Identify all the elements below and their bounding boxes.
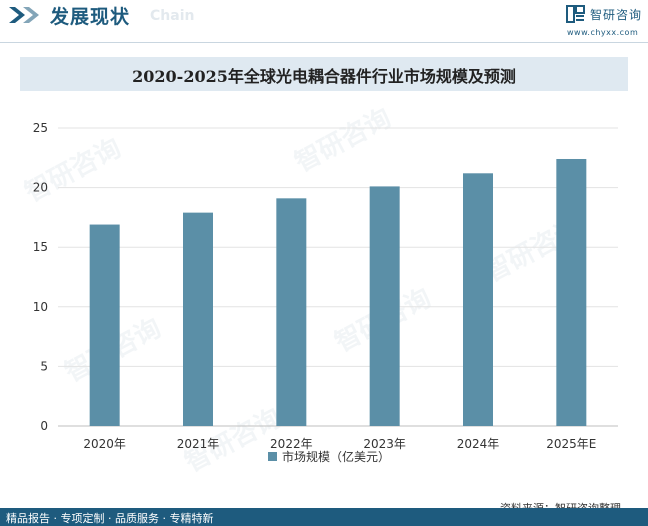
x-tick-label: 2021年 <box>177 437 220 451</box>
bar <box>276 198 307 426</box>
bar-chart: 0 5 10 15 20 25 2020年 2021年 2022年 2023年 2024年 2025年… <box>33 121 618 464</box>
y-tick-label: 15 <box>33 240 48 254</box>
footer-bar: 精品报告 · 专项定制 · 品质服务 · 专精特新 <box>0 508 648 526</box>
section-title: 发展现状 <box>50 6 131 28</box>
legend-label: 市场规模（亿美元） <box>282 449 390 464</box>
x-tick-label: 2025年E <box>546 437 596 451</box>
bar <box>463 173 493 426</box>
brand-logo-icon <box>566 5 585 23</box>
y-tick-label: 25 <box>33 121 48 135</box>
chart-title-band: 2020-2025年全球光电耦合器件行业市场规模及预测 <box>20 57 628 91</box>
header-divider <box>0 42 648 43</box>
section-subtitle: Chain <box>150 8 195 24</box>
chart-title: 2020-2025年全球光电耦合器件行业市场规模及预测 <box>132 67 516 86</box>
bar <box>89 224 120 426</box>
x-tick-label: 2020年 <box>83 437 126 451</box>
legend-swatch <box>268 452 277 461</box>
x-tick-label: 2024年 <box>457 437 500 451</box>
bar <box>183 212 213 426</box>
footer-tagline: 精品报告 · 专项定制 · 品质服务 · 专精特新 <box>6 512 214 525</box>
brand-url: www.chyxx.com <box>567 28 639 37</box>
brand-name: 智研咨询 <box>590 8 643 22</box>
brand-logo: 智研咨询 www.chyxx.com <box>566 4 646 40</box>
x-tick-label: 2023年 <box>363 437 406 451</box>
x-tick-label: 2022年 <box>270 437 313 451</box>
y-tick-label: 5 <box>40 359 48 373</box>
page-header: 发展现状 Chain 智研咨询 www.chyxx.com <box>0 0 648 40</box>
bar <box>556 158 587 426</box>
y-tick-label: 10 <box>33 300 48 314</box>
double-chevron-icon <box>9 7 39 23</box>
y-tick-label: 0 <box>40 419 48 433</box>
y-tick-label: 20 <box>33 181 48 195</box>
bar <box>369 186 400 426</box>
